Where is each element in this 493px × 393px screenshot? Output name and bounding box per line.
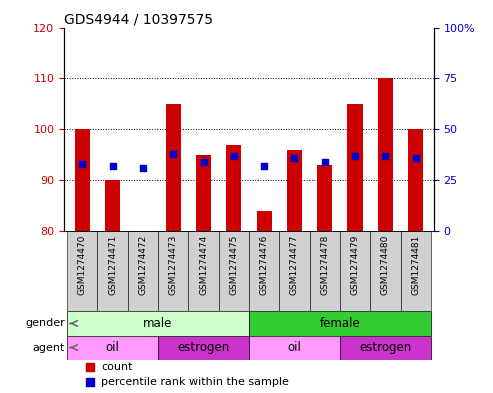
Bar [219, 231, 249, 311]
Point [78, 161, 86, 167]
Bar [188, 231, 219, 311]
Text: GSM1274474: GSM1274474 [199, 235, 208, 295]
Text: estrogen: estrogen [359, 341, 412, 354]
Point [139, 165, 147, 171]
Text: GSM1274475: GSM1274475 [229, 235, 238, 296]
Text: female: female [319, 317, 360, 330]
Bar [158, 231, 188, 311]
Bar [158, 336, 249, 360]
Point [480, 170, 488, 176]
Bar [340, 231, 370, 311]
Text: estrogen: estrogen [177, 341, 230, 354]
Text: male: male [143, 317, 173, 330]
Bar [279, 231, 310, 311]
Bar [256, 211, 272, 231]
Text: GDS4944 / 10397575: GDS4944 / 10397575 [64, 12, 213, 26]
Bar [400, 231, 431, 311]
Bar [105, 180, 120, 231]
Text: count: count [101, 362, 133, 372]
Text: GSM1274480: GSM1274480 [381, 235, 390, 296]
Point [260, 163, 268, 169]
Point [230, 152, 238, 159]
Text: agent: agent [33, 343, 65, 353]
Bar [378, 78, 393, 231]
Bar [166, 104, 181, 231]
Bar [196, 155, 211, 231]
Bar [67, 231, 98, 311]
Point [200, 159, 208, 165]
Text: GSM1274472: GSM1274472 [139, 235, 147, 295]
Text: GSM1274473: GSM1274473 [169, 235, 177, 296]
Bar [98, 231, 128, 311]
Point [290, 154, 298, 161]
Text: oil: oil [106, 341, 119, 354]
Text: GSM1274478: GSM1274478 [320, 235, 329, 296]
Bar [249, 231, 279, 311]
Bar [226, 145, 242, 231]
Point [412, 154, 420, 161]
Text: GSM1274479: GSM1274479 [351, 235, 359, 296]
Bar [128, 231, 158, 311]
Point [351, 152, 359, 159]
Text: gender: gender [25, 318, 65, 329]
Bar [249, 311, 431, 336]
Text: GSM1274476: GSM1274476 [260, 235, 269, 296]
Bar [287, 150, 302, 231]
Bar [310, 231, 340, 311]
Bar [249, 336, 340, 360]
Bar [75, 129, 90, 231]
Bar [348, 104, 363, 231]
Point [169, 151, 177, 157]
Text: GSM1274471: GSM1274471 [108, 235, 117, 296]
Text: percentile rank within the sample: percentile rank within the sample [101, 377, 289, 387]
Bar [317, 165, 332, 231]
Point [321, 159, 329, 165]
Bar [340, 336, 431, 360]
Text: GSM1274470: GSM1274470 [78, 235, 87, 296]
Point [108, 163, 116, 169]
Bar [408, 129, 423, 231]
Bar [370, 231, 400, 311]
Text: GSM1274481: GSM1274481 [411, 235, 420, 296]
Point [382, 152, 389, 159]
Text: GSM1274477: GSM1274477 [290, 235, 299, 296]
Text: oil: oil [287, 341, 301, 354]
Bar [67, 311, 249, 336]
Point [480, 304, 488, 310]
Bar [67, 336, 158, 360]
